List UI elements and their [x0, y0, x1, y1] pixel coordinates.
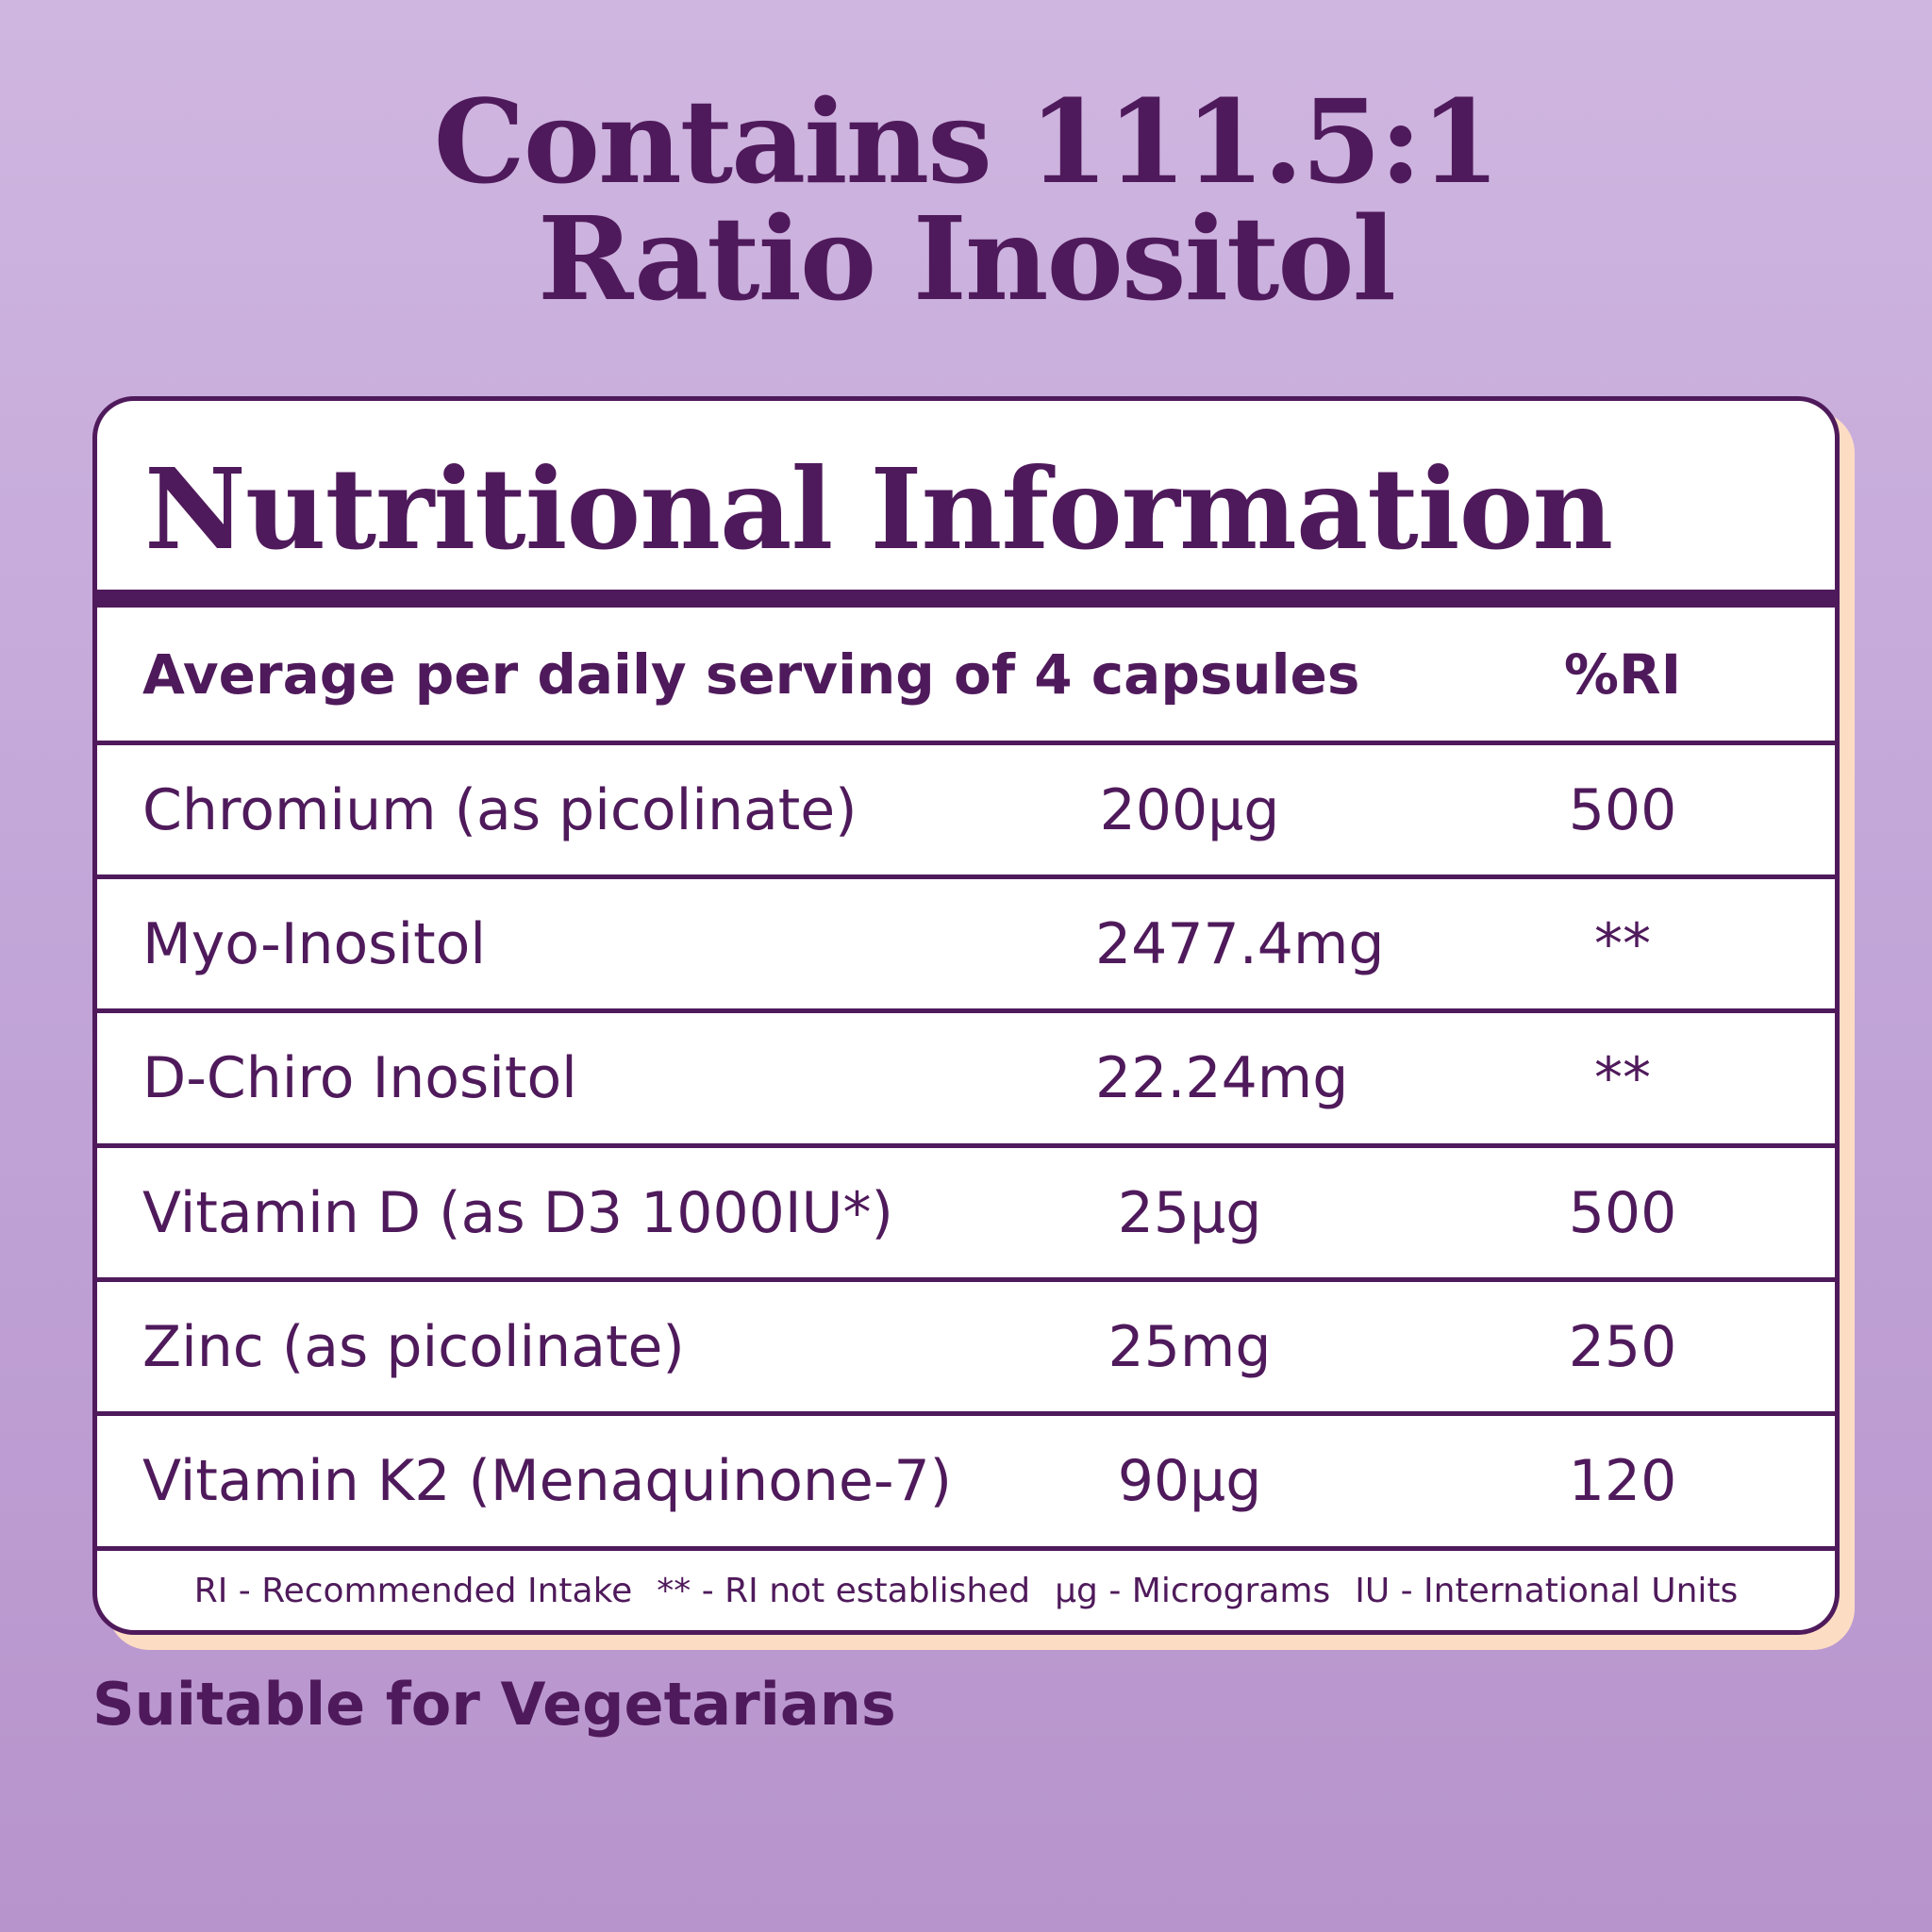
nutrient-name: Vitamin K2 (Menaquinone-7)	[142, 1448, 953, 1514]
header-ri-label: %RI	[1563, 641, 1682, 707]
nutrient-amount: 90µg	[1117, 1448, 1262, 1514]
heading-divider	[97, 590, 1835, 608]
table-header: Average per daily serving of 4 capsules …	[97, 608, 1835, 745]
nutrient-amount: 25µg	[1117, 1179, 1262, 1246]
legend-item: ** - RI not established	[657, 1572, 1031, 1610]
table-row: Myo-Inositol 2477.4mg **	[97, 879, 1835, 1013]
nutrient-name: Myo-Inositol	[142, 910, 487, 977]
nutrient-ri: 250	[1568, 1313, 1677, 1380]
header-serving-label: Average per daily serving of 4 capsules	[142, 641, 1360, 707]
title-line-2: Ratio Inositol	[537, 191, 1396, 326]
nutrient-amount: 22.24mg	[1095, 1045, 1349, 1111]
nutrient-amount: 2477.4mg	[1095, 910, 1385, 977]
nutrient-ri: **	[1594, 1045, 1651, 1111]
nutrient-name: Vitamin D (as D3 1000IU*)	[142, 1179, 893, 1246]
table-row: D-Chiro Inositol 22.24mg **	[97, 1013, 1835, 1148]
nutrition-card: Nutritional Information Average per dail…	[92, 396, 1840, 1635]
nutrient-ri: **	[1594, 910, 1651, 977]
nutrient-amount: 200µg	[1099, 776, 1280, 843]
nutrient-name: Zinc (as picolinate)	[142, 1313, 685, 1380]
nutrient-name: D-Chiro Inositol	[142, 1045, 577, 1111]
legend-item: µg - Micrograms	[1055, 1572, 1331, 1610]
nutrient-ri: 500	[1568, 776, 1677, 843]
legend-item: IU - International Units	[1355, 1572, 1739, 1610]
page-title: Contains 111.5:1 Ratio Inositol	[0, 83, 1932, 317]
vegetarian-note: Suitable for Vegetarians	[92, 1670, 896, 1739]
table-row: Chromium (as picolinate) 200µg 500	[97, 745, 1835, 879]
legend-item: RI - Recommended Intake	[193, 1572, 633, 1610]
table-row: Zinc (as picolinate) 25mg 250	[97, 1282, 1835, 1416]
nutrient-ri: 120	[1568, 1448, 1677, 1514]
title-line-1: Contains 111.5:1	[433, 74, 1501, 209]
nutrient-ri: 500	[1568, 1179, 1677, 1246]
table-row: Vitamin D (as D3 1000IU*) 25µg 500	[97, 1148, 1835, 1282]
nutrient-amount: 25mg	[1108, 1313, 1272, 1380]
legend-footer: RI - Recommended Intake ** - RI not esta…	[97, 1552, 1835, 1630]
table-row: Vitamin K2 (Menaquinone-7) 90µg 120	[97, 1416, 1835, 1551]
card-heading: Nutritional Information	[144, 443, 1613, 575]
nutrient-name: Chromium (as picolinate)	[142, 776, 858, 843]
